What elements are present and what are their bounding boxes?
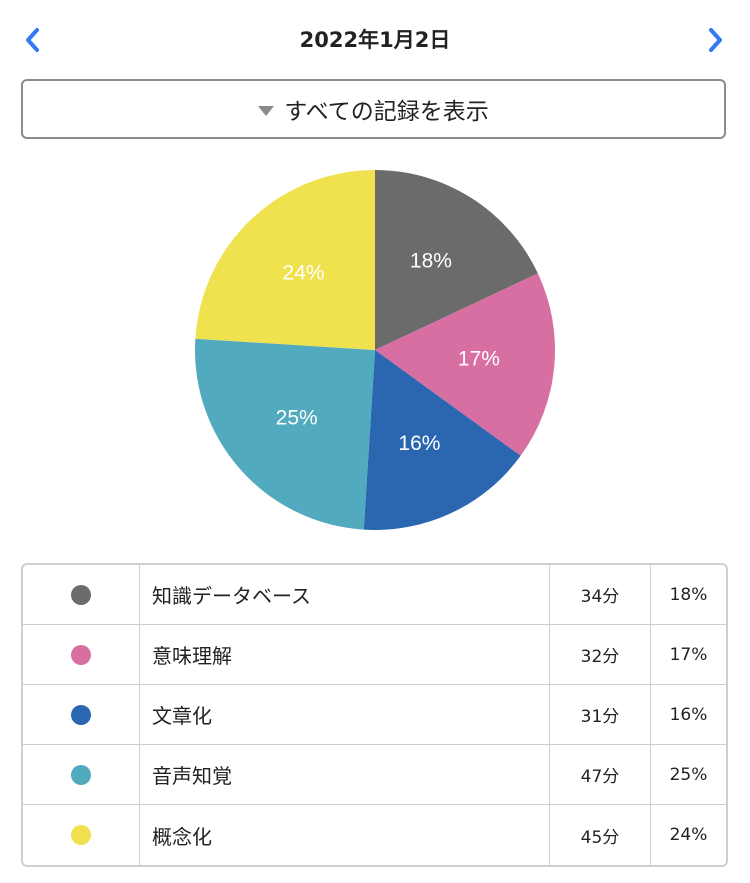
legend-minutes: 31分 (550, 685, 651, 744)
legend-percent: 24% (669, 825, 708, 845)
legend-minutes: 32分 (550, 625, 651, 684)
legend-color-dot (71, 704, 91, 725)
chevron-left-icon (26, 28, 39, 52)
legend-percent: 18% (669, 584, 708, 605)
pie-slice-label: 24% (283, 261, 325, 284)
legend-category-name: 概念化 (140, 805, 550, 865)
legend-category-name: 文章化 (140, 685, 550, 744)
pie-slice-label: 16% (398, 432, 440, 455)
legend-category-name: 音声知覚 (140, 745, 550, 804)
legend-color-cell (23, 685, 140, 744)
legend-minutes: 45分 (550, 805, 651, 865)
legend-color-cell (23, 745, 140, 804)
pie-slice (363, 350, 521, 530)
show-all-records-dropdown[interactable]: すべての記録を表示 (21, 79, 726, 139)
triangle-down-icon (258, 105, 275, 116)
legend-color-cell (23, 565, 140, 624)
legend-color-dot (71, 825, 91, 845)
pie-slice-label: 17% (458, 347, 500, 370)
legend-row: 文章化 31分 16% (23, 685, 726, 745)
legend-color-dot (71, 584, 91, 605)
legend-percent: 16% (669, 704, 708, 725)
legend-color-cell (23, 805, 140, 865)
legend-color-dot (71, 764, 91, 785)
pie-slice-label: 18% (410, 249, 452, 272)
previous-day-button[interactable] (15, 22, 51, 58)
legend-minutes: 47分 (550, 745, 651, 804)
legend-row: 知識データベース 34分 18% (23, 565, 726, 625)
legend-row: 音声知覚 47分 25% (23, 745, 726, 805)
pie-slice (195, 170, 375, 350)
next-day-button[interactable] (697, 22, 733, 58)
pie-slice (375, 170, 538, 350)
legend-row: 意味理解 32分 17% (23, 625, 726, 685)
chevron-right-icon (709, 28, 722, 52)
pie-slice (375, 273, 555, 456)
legend-color-cell (23, 625, 140, 684)
legend-color-dot (71, 644, 91, 665)
legend-table: 知識データベース 34分 18% 意味理解 32分 17% 文章化 31分 16% 音声知覚 47分… (21, 563, 728, 867)
pie-slice-label: 25% (276, 407, 318, 430)
date-header: 2022年1月2日 (0, 0, 750, 80)
legend-category-name: 意味理解 (140, 625, 550, 684)
legend-category-name: 知識データベース (140, 565, 550, 624)
pie-slice (195, 338, 375, 530)
category-pie-chart: 18% 17% 16% 25% 24% (195, 170, 555, 530)
date-title: 2022年1月2日 (299, 28, 451, 52)
legend-row: 概念化 45分 24% (23, 805, 726, 865)
legend-percent: 25% (669, 764, 708, 785)
filter-label: すべての記録を表示 (284, 99, 489, 125)
legend-percent: 17% (669, 644, 708, 665)
legend-minutes: 34分 (550, 565, 651, 624)
